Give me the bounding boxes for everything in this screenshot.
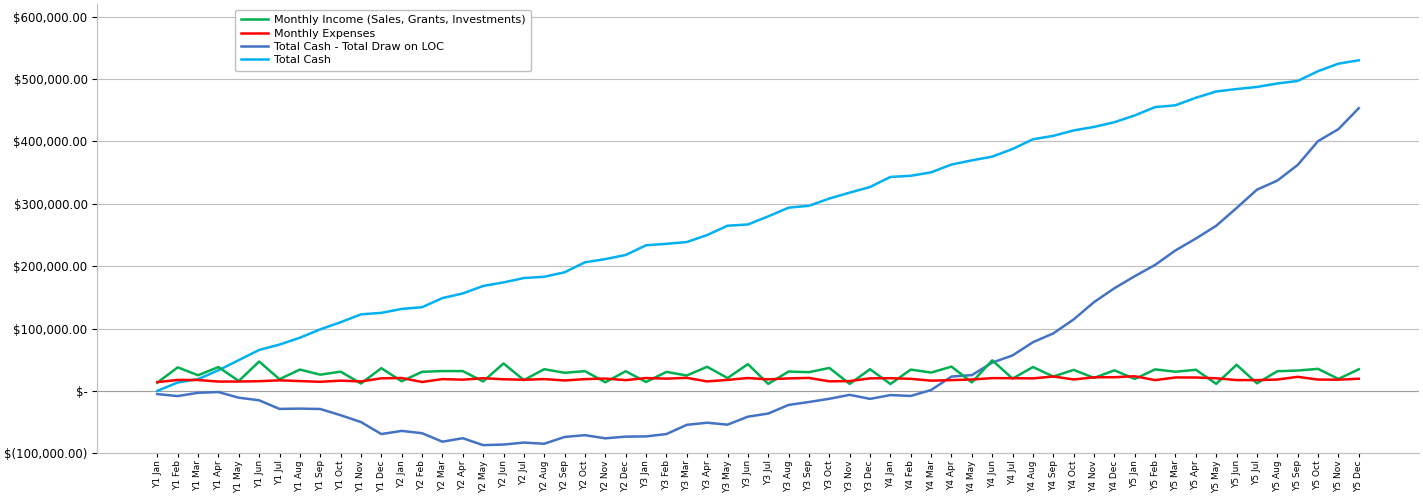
Total Cash — [353, 311, 370, 317]
Total Cash — [535, 274, 552, 280]
Total Cash — [495, 279, 512, 285]
Monthly Income (Sales, Grants, Investments) — [495, 360, 512, 366]
Line: Monthly Expenses: Monthly Expenses — [158, 376, 1359, 382]
Monthly Expenses — [353, 378, 370, 384]
Monthly Expenses — [149, 379, 166, 385]
Monthly Expenses — [1350, 376, 1368, 382]
Total Cash - Total Draw on LOC — [353, 419, 370, 425]
Total Cash - Total Draw on LOC — [149, 391, 166, 397]
Total Cash - Total Draw on LOC — [922, 387, 939, 393]
Monthly Income (Sales, Grants, Investments) — [922, 370, 939, 376]
Line: Total Cash: Total Cash — [158, 60, 1359, 391]
Total Cash - Total Draw on LOC — [576, 432, 593, 438]
Monthly Expenses — [535, 376, 552, 382]
Monthly Income (Sales, Grants, Investments) — [454, 368, 471, 374]
Total Cash - Total Draw on LOC — [454, 435, 471, 441]
Monthly Expenses — [1126, 373, 1143, 379]
Total Cash — [454, 290, 471, 296]
Monthly Expenses — [495, 376, 512, 382]
Line: Total Cash - Total Draw on LOC: Total Cash - Total Draw on LOC — [158, 108, 1359, 445]
Monthly Income (Sales, Grants, Investments) — [556, 370, 573, 376]
Monthly Expenses — [556, 378, 573, 384]
Total Cash — [556, 269, 573, 275]
Legend: Monthly Income (Sales, Grants, Investments), Monthly Expenses, Total Cash - Tota: Monthly Income (Sales, Grants, Investmen… — [235, 10, 531, 71]
Total Cash — [902, 173, 919, 179]
Total Cash - Total Draw on LOC — [475, 442, 492, 448]
Total Cash — [1350, 57, 1368, 63]
Monthly Income (Sales, Grants, Investments) — [353, 381, 370, 387]
Monthly Income (Sales, Grants, Investments) — [535, 366, 552, 372]
Total Cash - Total Draw on LOC — [556, 434, 573, 440]
Total Cash - Total Draw on LOC — [515, 439, 532, 445]
Monthly Income (Sales, Grants, Investments) — [149, 380, 166, 386]
Total Cash — [149, 388, 166, 394]
Monthly Income (Sales, Grants, Investments) — [882, 381, 899, 387]
Line: Monthly Income (Sales, Grants, Investments): Monthly Income (Sales, Grants, Investmen… — [158, 360, 1359, 384]
Monthly Expenses — [454, 377, 471, 383]
Total Cash - Total Draw on LOC — [1350, 105, 1368, 111]
Monthly Expenses — [902, 376, 919, 382]
Monthly Income (Sales, Grants, Investments) — [1350, 366, 1368, 372]
Monthly Income (Sales, Grants, Investments) — [983, 357, 1000, 363]
